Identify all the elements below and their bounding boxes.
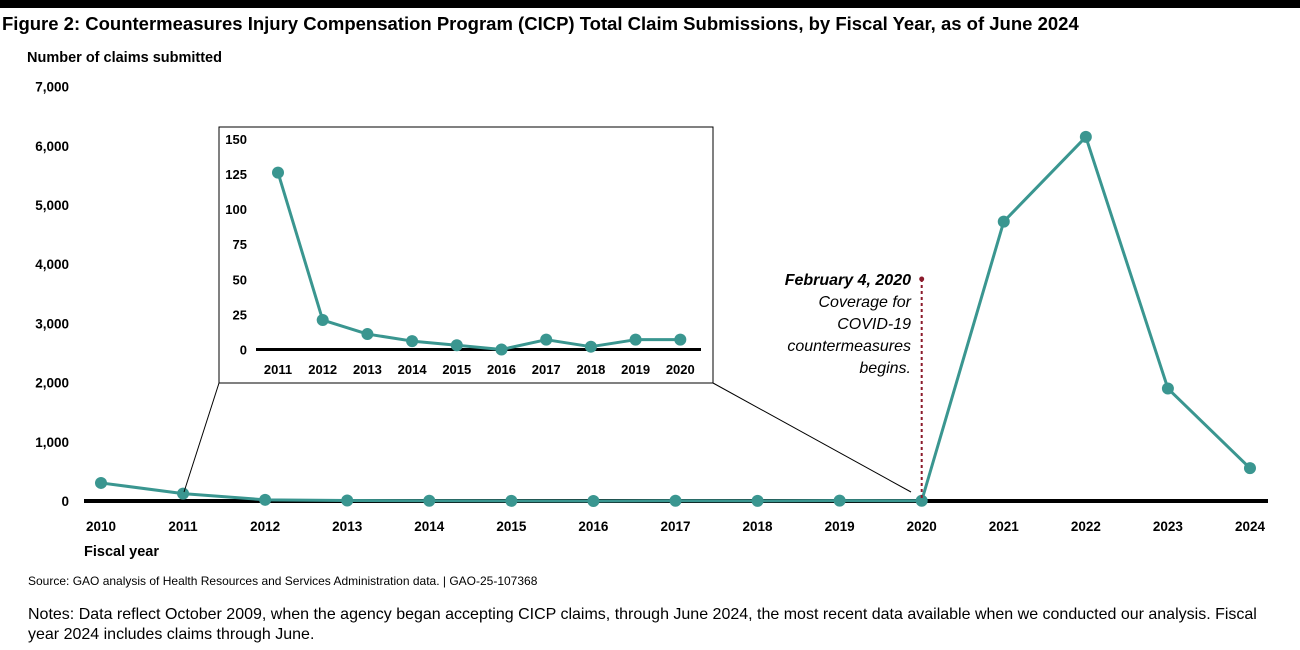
inset-data-point: [406, 335, 419, 348]
inset-series-line: [276, 172, 681, 351]
x-tick-label: 2016: [578, 519, 609, 534]
y-tick-label: 6,000: [35, 139, 69, 154]
x-tick-label: 2018: [743, 519, 774, 534]
top-rule: [0, 0, 1300, 8]
x-tick-label: 2019: [825, 519, 855, 534]
inset-y-tick-label: 125: [225, 167, 247, 182]
y-tick-label: 3,000: [35, 316, 69, 331]
inset-chart: 0 25 50 75 100 125 150 2011 2012 2013 2014 2015 2016…: [183, 126, 912, 493]
inset-x-tick-label: 2016: [487, 362, 516, 377]
x-tick-label: 2021: [989, 519, 1020, 534]
inset-data-point: [495, 343, 508, 356]
notes: Notes: Data reflect October 2009, when t…: [28, 606, 1257, 643]
y-axis-title: Number of claims submitted: [27, 50, 222, 66]
x-tick-label: 2010: [86, 519, 116, 534]
inset-y-tick-label: 75: [233, 237, 247, 252]
data-point: [1243, 462, 1256, 475]
x-tick-label: 2022: [1071, 519, 1101, 534]
main-chart: 0 1,000 2,000 3,000 4,000 5,000 6,000 7,000 2010…: [35, 80, 1268, 534]
x-axis-title: Fiscal year: [84, 544, 159, 560]
annotation-text-line: countermeasures: [787, 338, 911, 355]
inset-x-tick-label: 2017: [532, 362, 561, 377]
y-tick-label: 7,000: [35, 80, 69, 95]
data-point: [1161, 382, 1174, 395]
inset-x-tick-label: 2012: [308, 362, 337, 377]
x-tick-label: 2013: [332, 519, 363, 534]
data-point: [1079, 130, 1092, 143]
annotation-marker: [919, 276, 925, 282]
data-point: [341, 494, 354, 507]
inset-y-tick-label: 100: [225, 202, 247, 217]
source-note: Source: GAO analysis of Health Resources…: [28, 574, 538, 588]
data-point: [95, 476, 107, 489]
inset-data-point: [316, 314, 329, 327]
y-tick-label: 0: [61, 494, 69, 509]
inset-x-tick-label: 2013: [353, 362, 382, 377]
inset-connector-left: [183, 382, 220, 493]
y-tick-label: 1,000: [35, 435, 69, 450]
data-point: [177, 487, 190, 500]
data-point: [833, 494, 846, 507]
inset-y-tick-label: 50: [233, 272, 247, 287]
data-point: [997, 215, 1010, 228]
x-tick-label: 2017: [660, 519, 690, 534]
x-tick-label: 2020: [907, 519, 937, 534]
inset-x-tick-label: 2011: [264, 362, 292, 377]
annotation-text-line: COVID-19: [837, 316, 911, 333]
inset-data-point: [450, 339, 463, 352]
annotation-text-line: begins.: [859, 360, 911, 377]
y-tick-label: 4,000: [35, 257, 69, 272]
figure-title: Figure 2: Countermeasures Injury Compens…: [2, 13, 1079, 34]
inset-x-tick-label: 2019: [621, 362, 650, 377]
x-tick-label: 2012: [250, 519, 280, 534]
data-point: [915, 494, 928, 507]
data-point: [505, 494, 518, 507]
data-point: [423, 494, 436, 507]
x-tick-label: 2014: [414, 519, 445, 534]
coverage-annotation: February 4, 2020 Coverage for COVID-19 coun…: [785, 272, 925, 498]
data-point: [259, 493, 272, 506]
y-tick-label: 2,000: [35, 376, 69, 391]
x-tick-label: 2011: [168, 519, 198, 534]
inset-y-tick-label: 25: [233, 307, 247, 322]
annotation-text-line: Coverage for: [819, 294, 912, 311]
inset-connector-right: [712, 382, 912, 493]
inset-data-point: [674, 333, 687, 346]
x-tick-label: 2024: [1235, 519, 1266, 534]
inset-x-tick-label: 2018: [576, 362, 605, 377]
x-tick-label: 2023: [1153, 519, 1184, 534]
data-point: [669, 494, 682, 507]
inset-y-tick-label: 150: [225, 132, 247, 147]
inset-x-tick-label: 2020: [666, 362, 695, 377]
inset-data-point: [584, 340, 597, 353]
inset-data-point: [361, 328, 374, 341]
inset-x-tick-label: 2014: [398, 362, 428, 377]
annotation-date: February 4, 2020: [785, 272, 911, 289]
inset-x-tick-label: 2015: [442, 362, 471, 377]
inset-data-point: [629, 333, 642, 346]
inset-y-tick-label: 0: [240, 343, 247, 358]
x-tick-label: 2015: [496, 519, 527, 534]
inset-data-point: [272, 166, 284, 179]
data-point: [751, 494, 764, 507]
y-tick-label: 5,000: [35, 198, 69, 213]
inset-data-point: [540, 333, 553, 346]
data-point: [587, 495, 600, 507]
